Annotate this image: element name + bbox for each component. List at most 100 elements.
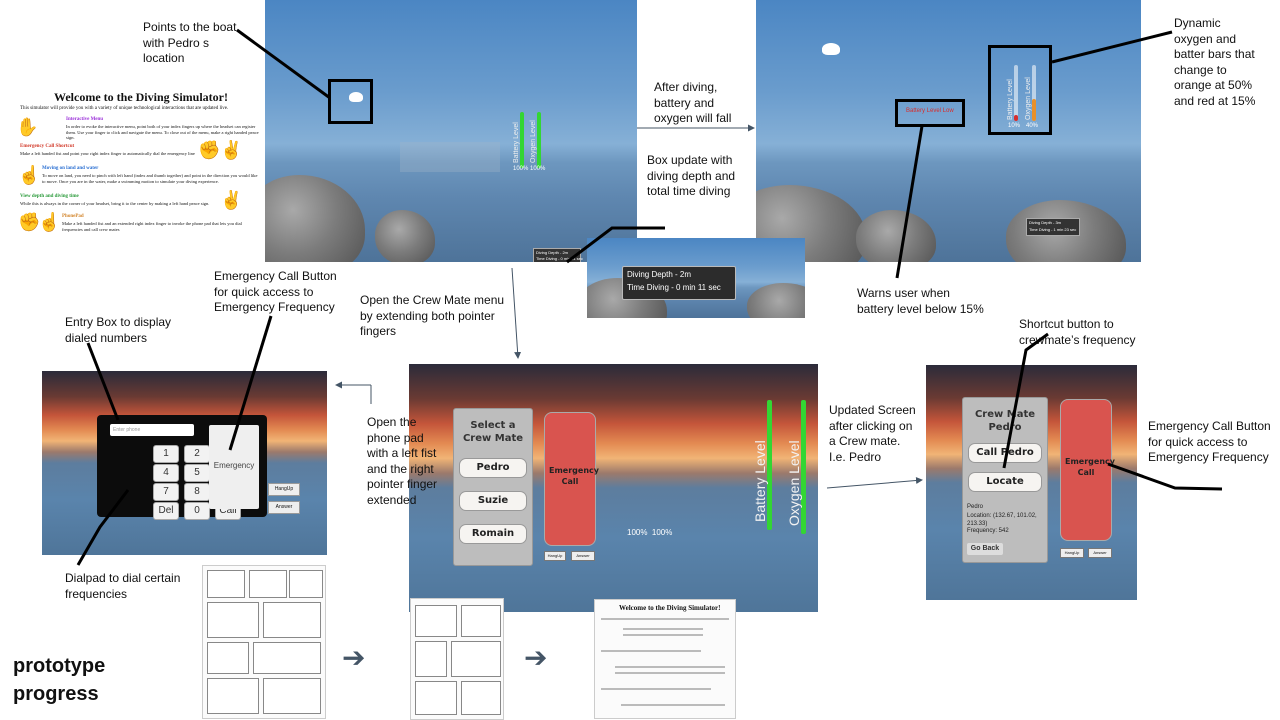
sketch-thumbnail [202,565,326,719]
oxygen-bar [1032,99,1036,121]
crew-button-suzie[interactable]: Suzie [459,491,527,511]
fist-icon: ✊ [18,212,41,232]
answer-button[interactable]: Answer [571,551,595,561]
keypad-key[interactable]: 7 [153,483,179,501]
oxygen-label: Oxygen Level [530,120,537,163]
section-heading: Moving on land and water [42,166,99,171]
oxygen-label: Oxygen Level [786,440,802,526]
welcome-thumbnail: Welcome to the Diving Simulator! [594,599,736,719]
sketch-frame [249,570,287,598]
battery-label: Battery Level [752,440,768,522]
note-warns-battery: Warns user when battery level below 15% [857,286,984,316]
hangup-button[interactable]: HangUp [1060,548,1084,558]
rock [747,283,805,318]
keypad-key[interactable]: 2 [184,445,210,463]
keypad-key[interactable]: 5 [184,464,210,482]
note-updated-screen: Updated Screen after clicking on a Crew … [829,403,916,464]
sketch-frame [415,605,457,637]
rock [375,210,435,262]
boat-highlight-box [328,79,373,124]
answer-button[interactable]: Answer [268,501,300,514]
welcome-document: Welcome to the Diving Simulator! This si… [14,86,266,258]
depth-line: Diving Depth - 2m [536,250,569,255]
swipe-hand-icon: ☝ [18,165,41,185]
crew-panel: Select a Crew Mate Pedro Suzie Romain [453,408,533,566]
boat-marker [822,43,840,55]
note-emergency-button-1: Emergency Call Button for quick access t… [214,269,337,314]
entry-box[interactable]: Enter phone [110,424,194,436]
crew-detail-scene: Crew Mate Pedro Call Pedro Locate Pedro … [926,365,1137,600]
crew-menu-scene: Select a Crew Mate Pedro Suzie Romain Em… [409,364,818,612]
battery-bar [1014,115,1018,121]
time-line: Time Diving - 0 min 11 sec [627,283,721,292]
prototype-progress-heading: prototype progress [13,655,106,705]
arrow-right-icon: ➔ [342,642,366,673]
depth-box: Diving Depth - 2m Time Diving - 0 min 11… [622,266,736,300]
section-heading: PhonePad [62,214,84,219]
point-icon: ☝ [38,212,61,232]
oxygen-percent: 40% [1026,123,1039,129]
crew-button-romain[interactable]: Romain [459,524,527,544]
emergency-call-button[interactable]: Emergency Call [544,412,599,546]
battery-bar [520,112,524,168]
hangup-button[interactable]: HangUp [544,551,566,561]
sketch-frame [253,642,321,674]
arrow-right-icon: ➔ [524,642,548,673]
hangup-button[interactable]: HangUp [268,483,300,496]
sketch-frame [289,570,323,598]
keypad-key[interactable]: 4 [153,464,179,482]
info-name: Pedro [967,504,984,510]
sketch-frame [461,605,501,637]
answer-button[interactable]: Answer [1088,548,1112,558]
sketch-frame [207,602,259,638]
underwater-scene-start: Battery Level Oxygen Level 100% 100% Div… [265,0,637,262]
thumb-text-line [601,650,701,652]
locate-button[interactable]: Locate [968,472,1042,492]
underwater-scene-after: Battery Level Low Battery Level Oxygen L… [756,0,1141,262]
keypad-key[interactable]: Del [153,502,179,520]
time-line: Time Diving - 1 min 23 sec [1029,227,1077,232]
sketch-frame [415,641,447,677]
thumb-text-line [615,666,725,668]
note-emergency-button-2: Emergency Call Button for quick access t… [1148,419,1271,464]
sketch-frame [451,641,501,677]
bars-highlight-box [988,45,1052,135]
phone-pad-scene: Enter phone 123456789Del0Call Emergency … [42,371,327,555]
thumb-text-line [623,634,703,636]
phone-pad: Enter phone 123456789Del0Call Emergency [97,415,267,520]
sketch-frame [461,681,501,715]
emergency-button[interactable]: Emergency [209,425,259,509]
keypad-key[interactable]: 8 [184,483,210,501]
boat-marker [349,92,363,102]
depth-mini-box: Diving Depth - 3m Time Diving - 1 min 23… [1026,218,1080,236]
sketch-frame [207,678,259,714]
note-dynamic-bars: Dynamic oxygen and batter bars that chan… [1174,16,1256,108]
thumb-title: Welcome to the Diving Simulator! [619,604,721,612]
keypad-key[interactable]: 0 [184,502,210,520]
call-pedro-button[interactable]: Call Pedro [968,443,1042,463]
section-heading: View depth and diving time [20,194,79,199]
thumb-text-line [601,688,711,690]
go-back-button[interactable]: Go Back [967,543,1003,555]
arrow-line [826,477,923,489]
depth-line: Diving Depth - 3m [1029,220,1062,225]
emergency-call-label: Emergency Call [1065,457,1115,477]
note-open-crew-menu: Open the Crew Mate menu by extending bot… [360,293,505,338]
emergency-call-button[interactable]: Emergency Call [1060,399,1115,541]
percent-readout: 100% 100% [627,528,673,537]
sketch-frame [263,602,321,638]
battery-bar [767,400,772,530]
crew-button-pedro[interactable]: Pedro [459,458,527,478]
info-location: Location: (132.67, 101.02, 213.33) [967,513,1037,527]
keypad-key[interactable]: 1 [153,445,179,463]
battery-percent: 10% [1008,123,1021,129]
sketch-frame [263,678,321,714]
thumb-text-line [623,628,703,630]
battery-bar-track [1014,65,1018,121]
sketch-thumbnail [410,598,504,720]
section-body: Make a left handed fist and point your r… [20,151,195,156]
emergency-call-label: Emergency Call [549,466,599,486]
welcome-title: Welcome to the Diving Simulator! [54,90,228,104]
sketch-frame [415,681,457,715]
hud-center-panel [400,142,500,172]
